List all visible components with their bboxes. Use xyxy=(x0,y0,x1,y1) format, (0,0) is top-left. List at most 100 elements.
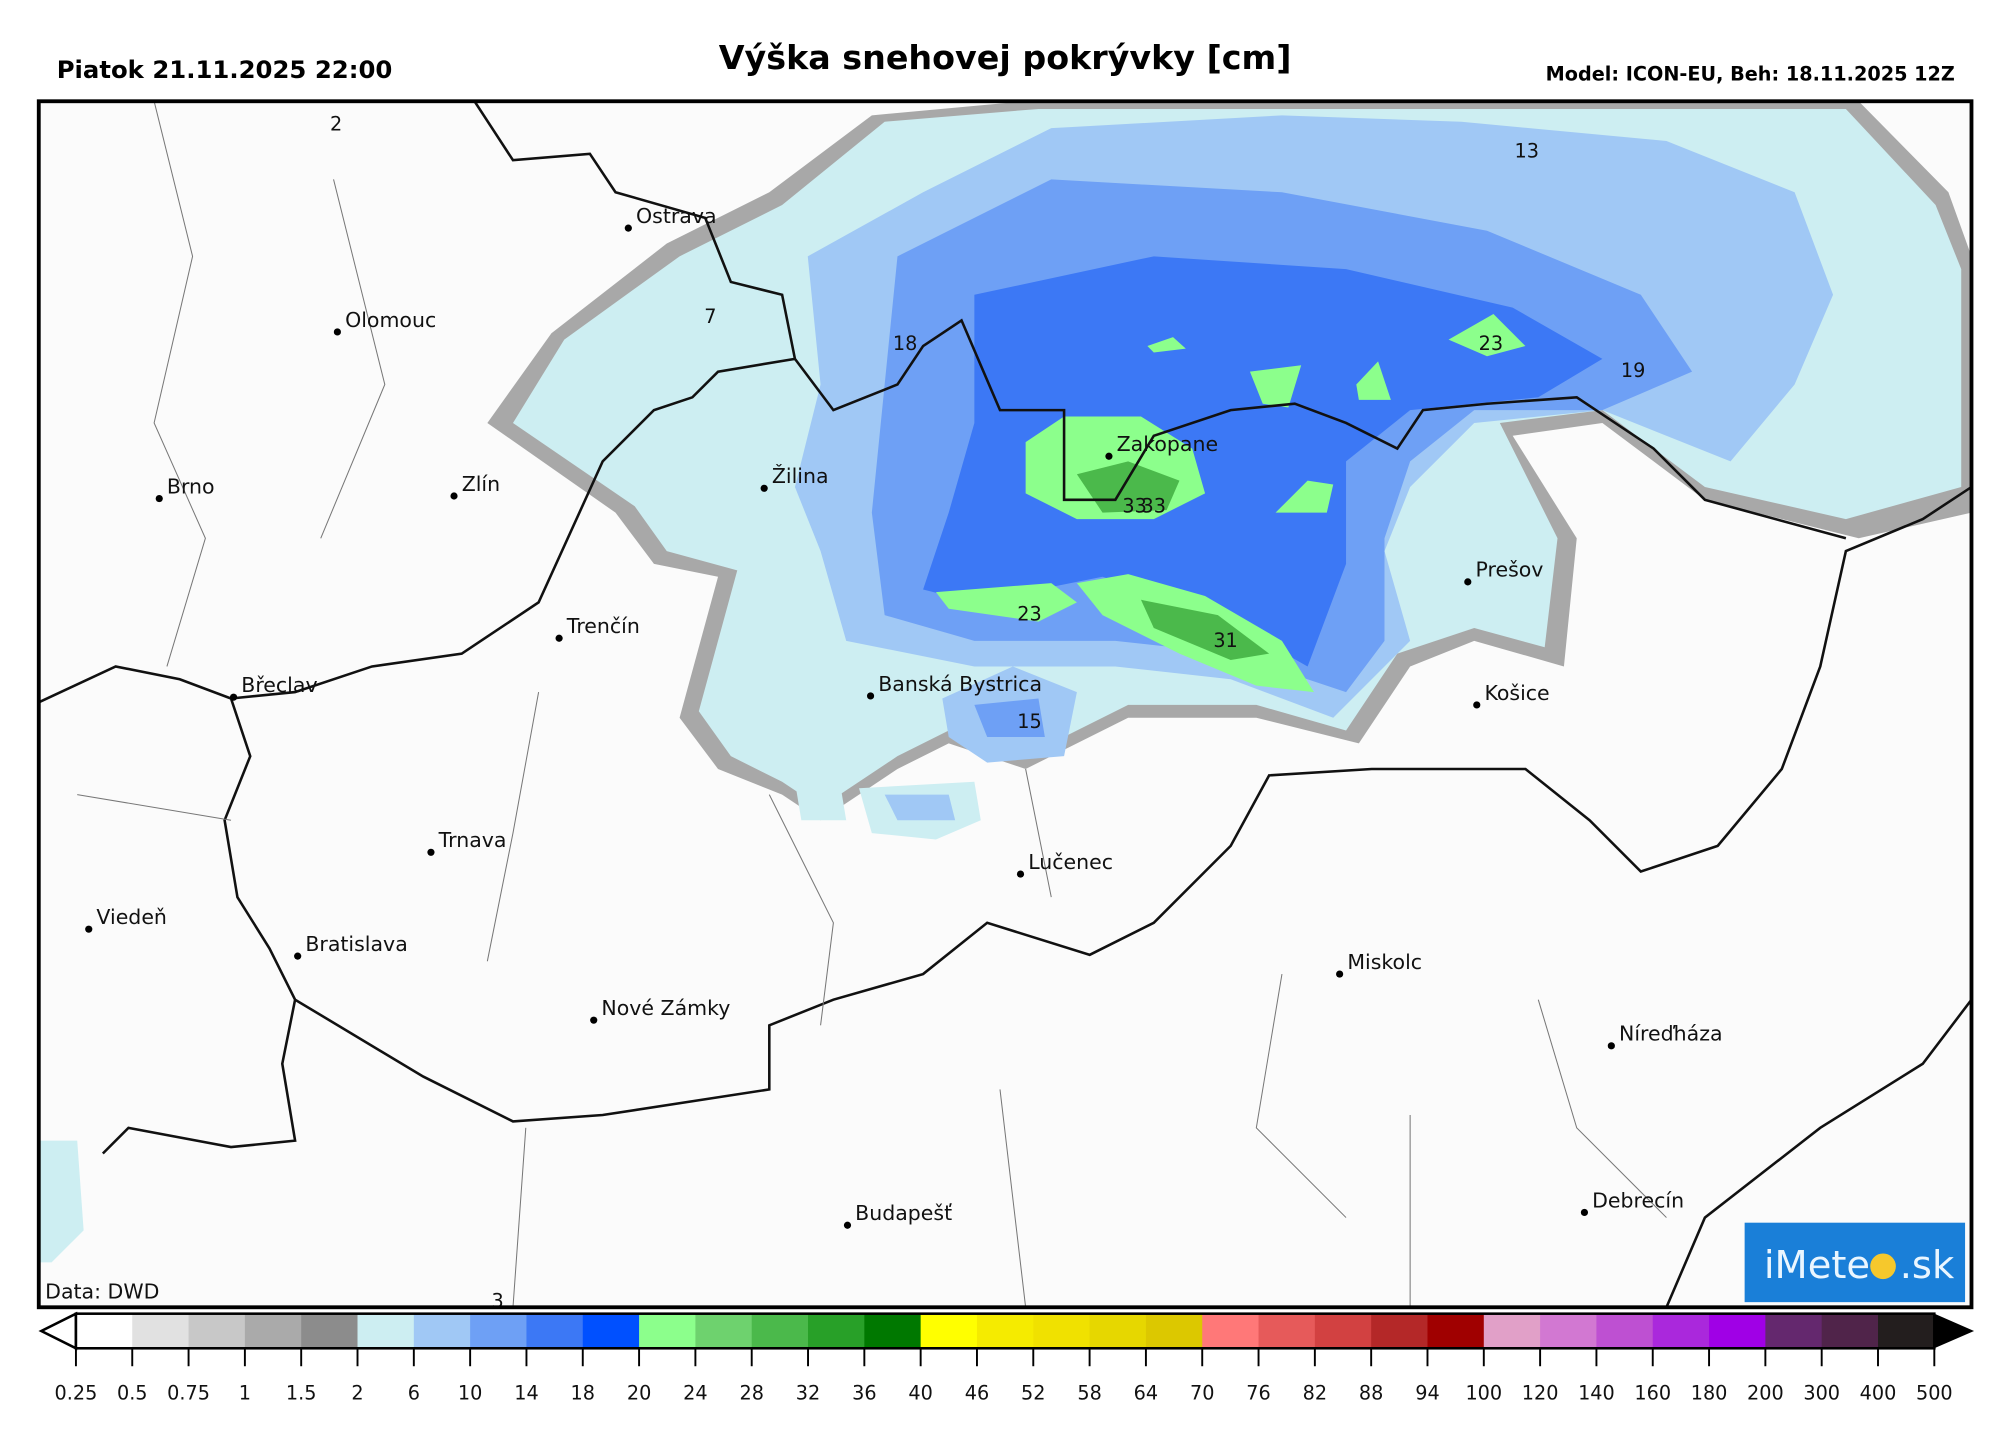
colorbar-segment xyxy=(1652,1313,1710,1349)
city-label: Zlín xyxy=(462,472,500,496)
city-label: Břeclav xyxy=(241,673,317,697)
colorbar-tick-label: 40 xyxy=(908,1382,932,1405)
colorbar-tick-label: 100 xyxy=(1465,1382,1502,1405)
colorbar-segment xyxy=(1258,1313,1316,1349)
colorbar-tick-label: 46 xyxy=(965,1382,989,1405)
colorbar-tick-label: 0.5 xyxy=(117,1382,148,1405)
colorbar-segment xyxy=(1033,1313,1091,1349)
colorbar-tick-label: 36 xyxy=(852,1382,876,1405)
city-dot xyxy=(1336,970,1344,978)
colorbar-segment xyxy=(1821,1313,1879,1349)
colorbar-tick-label: 76 xyxy=(1246,1382,1270,1405)
colorbar-segment xyxy=(188,1313,246,1349)
colorbar-segment xyxy=(1427,1313,1485,1349)
colorbar-segment xyxy=(976,1313,1034,1349)
city-label: Viedeň xyxy=(96,905,167,929)
city-dot xyxy=(555,634,563,642)
date-label: Piatok 21.11.2025 22:00 xyxy=(57,55,393,84)
city-dot xyxy=(760,484,768,492)
colorbar-tick-label: 140 xyxy=(1578,1382,1615,1405)
model-label: Model: ICON-EU, Beh: 18.11.2025 12Z xyxy=(1546,63,1955,86)
city-label: Trnava xyxy=(438,828,507,852)
colorbar-segment xyxy=(920,1313,978,1349)
colorbar-tick-label: 0.25 xyxy=(55,1382,98,1405)
colorbar-tick-label: 1 xyxy=(239,1382,251,1405)
city-label: Miskolc xyxy=(1347,950,1422,974)
value-label: 33 xyxy=(1122,495,1146,518)
colorbar-tick-label: 64 xyxy=(1134,1382,1158,1405)
colorbar-min-arrow xyxy=(38,1311,78,1351)
region-borders xyxy=(77,101,1667,1308)
colorbar-tick-label: 88 xyxy=(1359,1382,1383,1405)
value-label: 13 xyxy=(1515,140,1539,163)
value-label: 19 xyxy=(1621,359,1645,382)
colorbar-segment xyxy=(864,1313,922,1349)
imeteo-logo[interactable]: iMete .sk xyxy=(1744,1222,1966,1303)
colorbar-tick-label: 6 xyxy=(408,1382,420,1405)
value-label: 7 xyxy=(704,305,716,328)
value-label: 3 xyxy=(491,1289,503,1312)
city-dot xyxy=(843,1221,852,1229)
city-label: Budapešť xyxy=(855,1201,952,1225)
city-dot xyxy=(450,492,458,500)
colorbar-tick-label: 70 xyxy=(1190,1382,1214,1405)
colorbar-segment xyxy=(1371,1313,1429,1349)
colorbar-tick-label: 300 xyxy=(1803,1382,1840,1405)
country-border xyxy=(38,101,1972,1308)
city-label: Prešov xyxy=(1475,558,1543,582)
city-label: Bratislava xyxy=(305,932,407,956)
city-label: Nové Zámky xyxy=(601,996,730,1020)
colorbar-tick-label: 500 xyxy=(1916,1382,1953,1405)
city-label: Ostrava xyxy=(636,204,717,228)
city-dot xyxy=(333,328,341,336)
value-label: 33 xyxy=(1142,495,1166,518)
value-label: 15 xyxy=(1017,710,1041,733)
map-title: Výška snehovej pokrývky [cm] xyxy=(719,38,1292,77)
city-dot xyxy=(1105,452,1113,460)
city-label: Trenčín xyxy=(566,614,640,638)
colorbar-tick-label: 0.75 xyxy=(167,1382,210,1405)
colorbar-segment xyxy=(1878,1313,1935,1349)
colorbar-segment xyxy=(357,1313,415,1349)
colorbar-segment xyxy=(1765,1313,1823,1349)
value-label: 23 xyxy=(1017,602,1041,625)
colorbar-segment xyxy=(1540,1313,1598,1349)
colorbar-segment xyxy=(808,1313,865,1349)
colorbar-tick-label: 400 xyxy=(1860,1382,1897,1405)
colorbar-segment xyxy=(1314,1313,1372,1349)
map-frame xyxy=(36,99,1974,1310)
city-dot xyxy=(229,693,238,701)
city-dot xyxy=(624,224,632,232)
city-label: Košice xyxy=(1484,681,1549,705)
logo-text-right: .sk xyxy=(1900,1243,1955,1288)
value-label: 2 xyxy=(330,113,342,136)
colorbar-segment xyxy=(639,1313,697,1349)
colorbar-tick-label: 52 xyxy=(1021,1382,1045,1405)
city-dot xyxy=(85,925,93,933)
city-label: Zakopane xyxy=(1117,432,1218,456)
city-label: Debrecín xyxy=(1592,1188,1684,1212)
city-label: Banská Bystrica xyxy=(878,672,1042,696)
colorbar-segment xyxy=(413,1313,471,1349)
city-label: Níreďháza xyxy=(1619,1022,1723,1046)
colorbar-segment xyxy=(244,1313,302,1349)
colorbar-tick-label: 10 xyxy=(458,1382,482,1405)
colorbar-tick-label: 2 xyxy=(351,1382,363,1405)
colorbar-tick-label: 180 xyxy=(1691,1382,1728,1405)
colorbar-segment xyxy=(695,1313,753,1349)
colorbar-tick-label: 18 xyxy=(571,1382,595,1405)
colorbar-segment xyxy=(1596,1313,1654,1349)
colorbar-tick-label: 28 xyxy=(739,1382,763,1405)
data-source-label: Data: DWD xyxy=(45,1279,159,1303)
city-dot xyxy=(1464,578,1472,586)
city-dot xyxy=(294,952,302,960)
colorbar-segment xyxy=(1145,1313,1203,1349)
city-dot xyxy=(155,494,163,503)
colorbar-segment xyxy=(1202,1313,1260,1349)
colorbar-max-arrow xyxy=(1934,1313,1975,1349)
colorbar-segment xyxy=(751,1313,809,1349)
colorbar-tick-label: 82 xyxy=(1303,1382,1327,1405)
colorbar-tick-label: 14 xyxy=(514,1382,538,1405)
